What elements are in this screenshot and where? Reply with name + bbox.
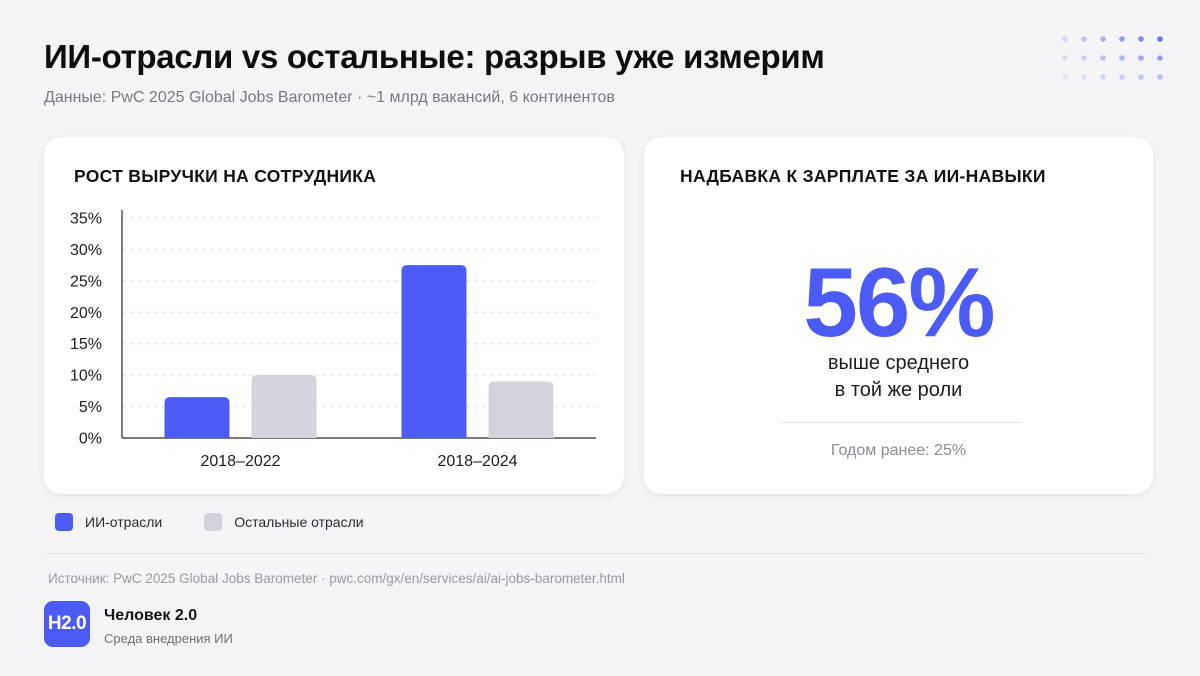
decorative-dot (1157, 55, 1163, 61)
decorative-dot (1081, 55, 1087, 61)
footer-divider (44, 553, 1148, 554)
stat-line-1: выше среднего (827, 352, 970, 374)
x-tick-label: 2018–2024 (437, 453, 517, 470)
legend-item-other: Остальные отрасли (204, 513, 364, 531)
y-tick-label: 0% (79, 431, 102, 448)
stat-value: 56% (803, 247, 995, 357)
source-text: Источник: PwC 2025 Global Jobs Barometer… (48, 571, 625, 586)
brand-tagline: Среда внедрения ИИ (104, 631, 233, 646)
stat-line-2: в той же роли (834, 379, 963, 401)
y-tick-label: 30% (70, 242, 102, 259)
decorative-dot (1081, 36, 1087, 42)
decorative-dot (1157, 36, 1163, 42)
chart-legend: ИИ-отрасли Остальные отрасли (55, 513, 406, 531)
stat-description: выше среднего в той же роли (644, 350, 1153, 404)
stat-card-title: НАДБАВКА К ЗАРПЛАТЕ ЗА ИИ-НАВЫКИ (680, 166, 1046, 186)
decorative-dot (1138, 55, 1144, 61)
legend-label-ai: ИИ-отрасли (85, 514, 163, 530)
y-tick-label: 10% (70, 368, 102, 385)
bar-chart: 0% 5% 10% 15% 20% 25% 30% 35% 2018–2022 2018–2024 (70, 210, 596, 470)
bar-ai-1 (401, 265, 467, 438)
y-tick-label: 15% (70, 336, 102, 353)
decorative-dot (1138, 74, 1144, 80)
decorative-dot (1119, 55, 1125, 61)
decorative-dot (1081, 74, 1087, 80)
brand-logo: H2.0 (44, 601, 90, 647)
legend-item-ai: ИИ-отрасли (55, 513, 162, 531)
decorative-dots (1062, 36, 1163, 80)
y-tick-label: 20% (70, 305, 102, 322)
decorative-dot (1157, 74, 1163, 80)
decorative-dot (1138, 36, 1144, 42)
salary-premium-card: НАДБАВКА К ЗАРПЛАТЕ ЗА ИИ-НАВЫКИ (644, 137, 1153, 494)
decorative-dot (1062, 74, 1068, 80)
brand-name: Человек 2.0 (104, 607, 198, 624)
legend-swatch-other (204, 513, 223, 531)
y-tick-label: 35% (70, 211, 102, 228)
y-tick-label: 5% (79, 399, 102, 416)
decorative-dot (1100, 74, 1106, 80)
stat-previous-year: Годом ранее: 25% (830, 442, 967, 459)
decorative-dot (1062, 55, 1068, 61)
y-tick-label: 25% (70, 273, 102, 290)
decorative-dot (1100, 55, 1106, 61)
decorative-dot (1100, 36, 1106, 42)
decorative-dot (1119, 36, 1125, 42)
stat-divider (779, 422, 1022, 423)
revenue-chart-card: РОСТ ВЫРУЧКИ НА СОТРУДНИКА 0% 5% 10% 15% 20%… (44, 137, 624, 494)
legend-label-other: Остальные отрасли (234, 514, 364, 530)
x-tick-label: 2018–2022 (200, 453, 280, 470)
decorative-dot (1062, 36, 1068, 42)
bar-other-0 (251, 375, 317, 438)
bar-ai-0 (164, 397, 230, 438)
page-title: ИИ-отрасли vs остальные: разрыв уже изме… (44, 38, 825, 75)
legend-swatch-ai (55, 513, 73, 531)
chart-title: РОСТ ВЫРУЧКИ НА СОТРУДНИКА (74, 166, 377, 186)
page-subtitle: Данные: PwC 2025 Global Jobs Barometer ·… (44, 89, 615, 106)
bar-other-1 (488, 381, 554, 438)
decorative-dot (1119, 74, 1125, 80)
